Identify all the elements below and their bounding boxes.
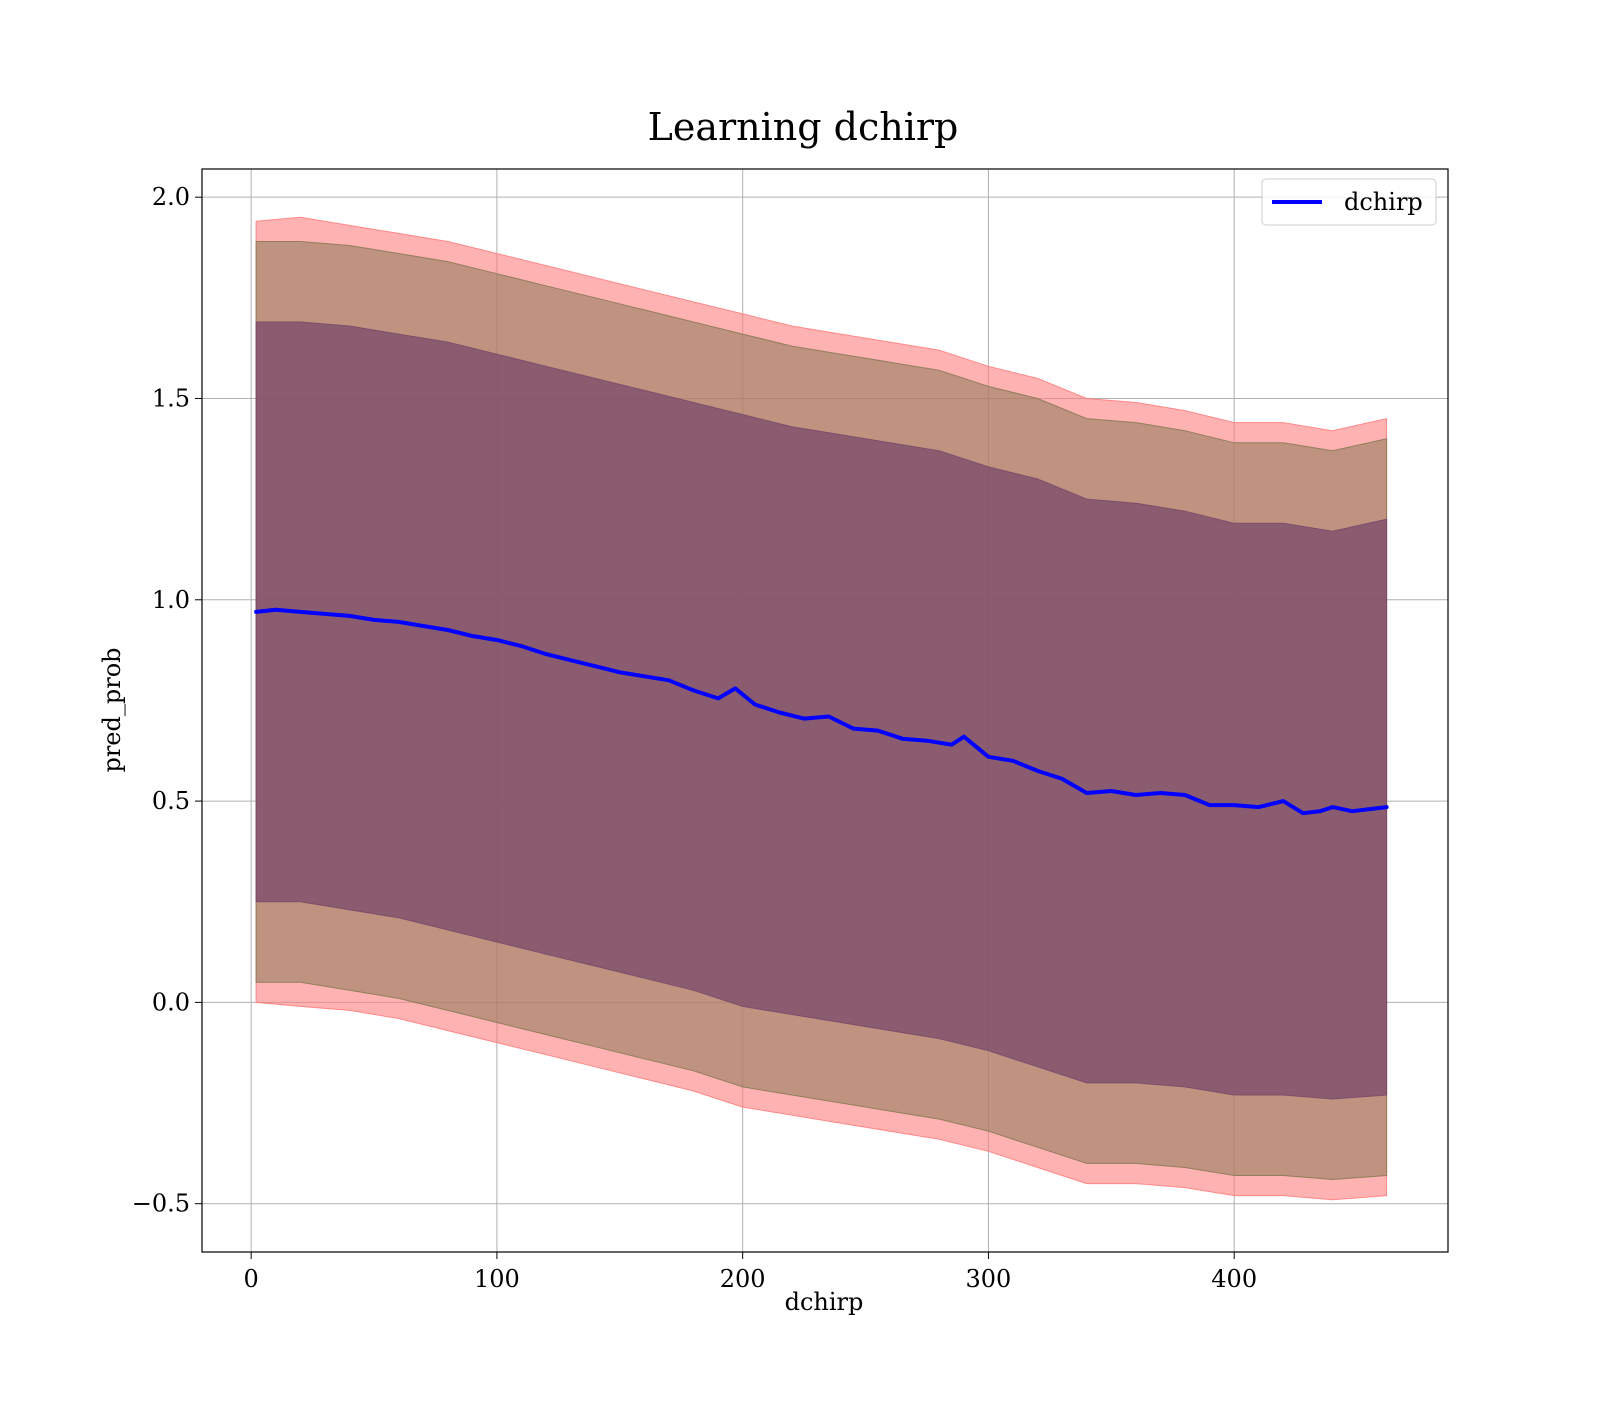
x-tick-label: 0 bbox=[244, 1265, 259, 1293]
series-lines bbox=[254, 607, 1389, 816]
y-axis-label: pred_prob bbox=[98, 647, 126, 772]
chart-title: Learning dchirp bbox=[648, 105, 959, 149]
y-tick-label: −0.5 bbox=[132, 1190, 190, 1218]
x-tick-label: 100 bbox=[474, 1265, 520, 1293]
legend-label: dchirp bbox=[1344, 188, 1423, 216]
y-tick-label: 2.0 bbox=[152, 183, 190, 211]
plot-frame bbox=[201, 168, 1449, 1253]
x-tick-label: 300 bbox=[966, 1265, 1012, 1293]
x-axis-ticks: 0 100 200 300 400 bbox=[244, 1252, 1257, 1293]
y-axis-ticks: −0.5 0.0 0.5 1.0 1.5 2.0 bbox=[132, 183, 202, 1218]
y-tick-label: 1.5 bbox=[152, 384, 190, 412]
series-line-dchirp bbox=[254, 607, 1389, 816]
legend: dchirp bbox=[1261, 178, 1437, 226]
confidence-band bbox=[255, 321, 1388, 1100]
y-tick-label: 0.5 bbox=[152, 787, 190, 815]
x-axis-label: dchirp bbox=[785, 1288, 864, 1316]
bands bbox=[255, 216, 1388, 1201]
x-tick-label: 200 bbox=[720, 1265, 766, 1293]
y-tick-label: 1.0 bbox=[152, 586, 190, 614]
legend-box bbox=[1261, 178, 1437, 226]
x-tick-label: 400 bbox=[1211, 1265, 1257, 1293]
y-tick-label: 0.0 bbox=[152, 988, 190, 1016]
